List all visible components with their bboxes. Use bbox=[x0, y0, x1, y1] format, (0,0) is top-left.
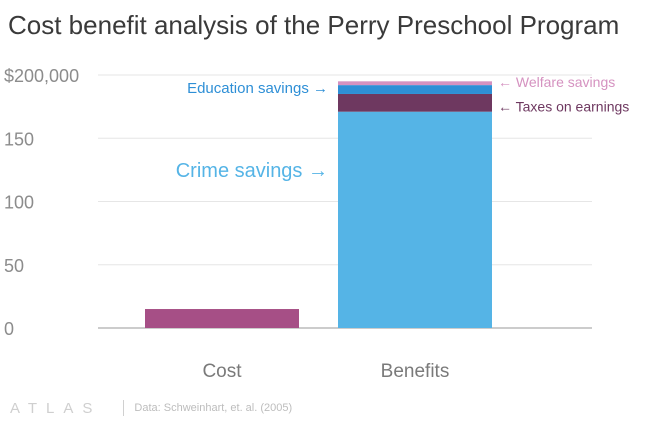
bar-education-savings bbox=[338, 85, 492, 94]
chart-title: Cost benefit analysis of the Perry Presc… bbox=[8, 10, 620, 40]
annotation-welfare-savings: ← Welfare savings bbox=[498, 74, 615, 90]
bar-taxes-on-earnings bbox=[338, 93, 492, 112]
atlas-logo: ATLAS bbox=[10, 399, 102, 417]
x-tick-label-cost: Cost bbox=[202, 361, 242, 382]
bar-crime-savings bbox=[338, 111, 492, 328]
y-tick-label: $200,000 bbox=[4, 66, 79, 86]
data-source: Data: Schweinhart, et. al. (2005) bbox=[134, 402, 293, 414]
y-tick-label: 100 bbox=[4, 193, 34, 213]
y-tick-label: 0 bbox=[4, 319, 14, 339]
bar-welfare-savings bbox=[338, 81, 492, 86]
y-tick-label: 50 bbox=[4, 256, 24, 276]
bar-cost bbox=[145, 309, 299, 328]
x-tick-label-benefits: Benefits bbox=[381, 361, 450, 382]
annotation-education-savings: Education savings → bbox=[187, 80, 328, 97]
annotation-taxes-on-earnings: ← Taxes on earnings bbox=[498, 99, 629, 115]
footer: ATLAS Data: Schweinhart, et. al. (2005) bbox=[10, 398, 292, 418]
annotation-crime-savings: Crime savings → bbox=[176, 160, 328, 182]
y-tick-label: 150 bbox=[4, 129, 34, 149]
footer-divider bbox=[123, 400, 125, 416]
